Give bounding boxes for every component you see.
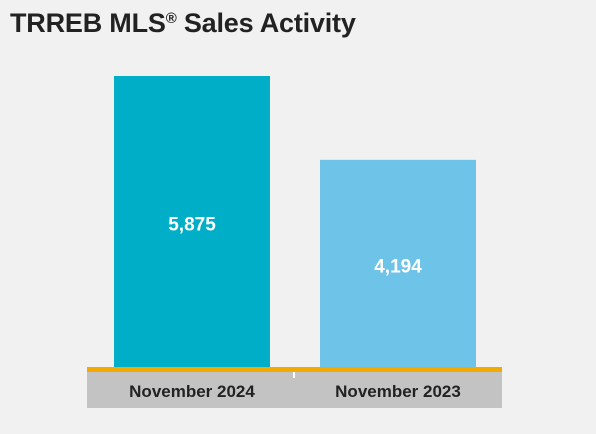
category-label: November 2024 [129, 382, 255, 401]
registered-mark: ® [165, 10, 177, 27]
bar-november-2023 [320, 159, 476, 369]
data-label: 5,875 [168, 215, 216, 236]
category-divider [293, 372, 295, 378]
chart-title-suffix: Sales Activity [176, 8, 356, 38]
baseline [87, 367, 502, 372]
chart-title-main: TRREB MLS [10, 8, 166, 38]
data-label: 4,194 [374, 256, 422, 277]
chart-title: TRREB MLS® Sales Activity [10, 8, 356, 39]
bar-november-2024 [114, 76, 270, 369]
category-label: November 2023 [335, 382, 461, 401]
